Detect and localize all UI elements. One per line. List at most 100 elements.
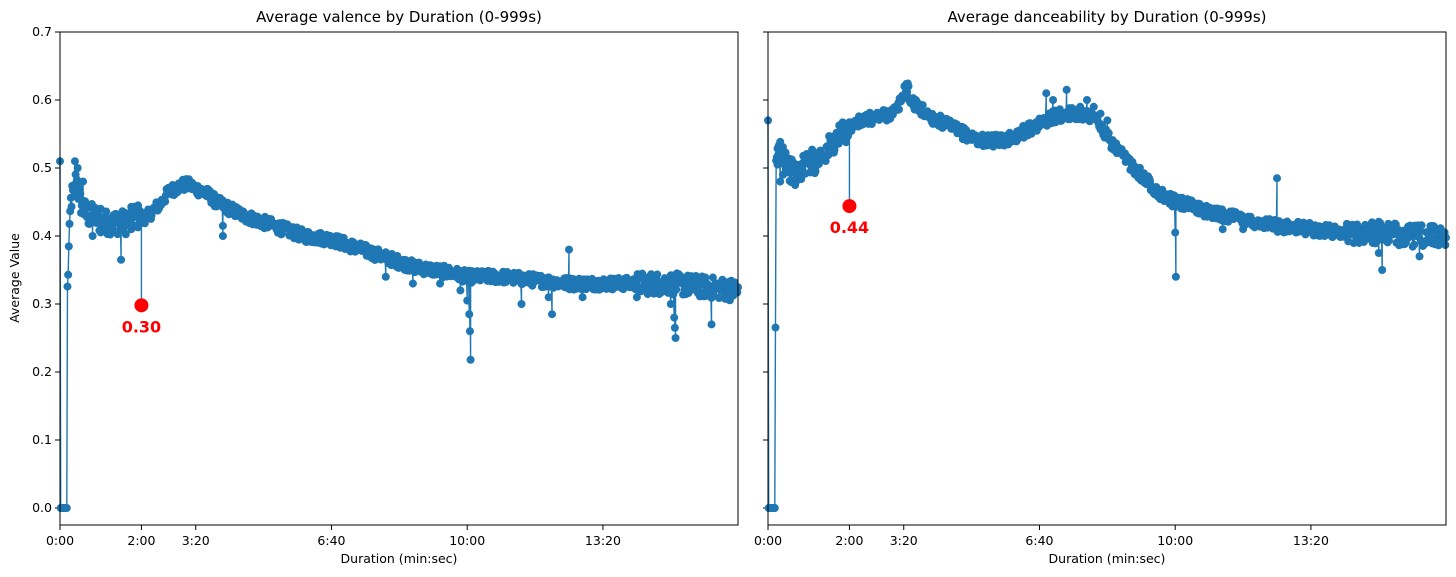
valence-y-tick-label: 0.3 bbox=[32, 296, 52, 311]
danceability-data-point bbox=[1384, 236, 1393, 245]
valence-highlight-point bbox=[134, 298, 149, 313]
valence-data-point bbox=[65, 219, 74, 228]
valence-data-point bbox=[117, 255, 126, 264]
danceability-x-tick-label: 6:40 bbox=[1025, 533, 1053, 548]
danceability-x-tick-label: 10:00 bbox=[1157, 533, 1193, 548]
valence-data-point bbox=[672, 285, 681, 294]
danceability-data-point bbox=[1171, 272, 1180, 281]
valence-data-point bbox=[98, 213, 107, 222]
valence-x-tick-label: 6:40 bbox=[317, 533, 345, 548]
danceability-ticks: 0:00 2:00 3:20 6:40 10:00 13:20 bbox=[754, 31, 1329, 548]
valence-data-point bbox=[544, 293, 553, 302]
valence-y-tick-label: 0.5 bbox=[32, 160, 52, 175]
valence-x-tick-label: 2:00 bbox=[127, 533, 155, 548]
valence-data-point bbox=[381, 272, 390, 281]
danceability-x-tick-label: 3:20 bbox=[890, 533, 918, 548]
valence-data-point bbox=[88, 232, 97, 240]
danceability-data-point bbox=[1410, 240, 1419, 249]
valence-data-point bbox=[408, 279, 417, 288]
valence-y-axis-label: Average Value bbox=[7, 233, 22, 323]
danceability-data-point bbox=[1042, 89, 1051, 98]
valence-data-point bbox=[465, 327, 474, 336]
danceability-data-point bbox=[1374, 249, 1383, 257]
valence-x-tick-label: 10:00 bbox=[449, 533, 485, 548]
danceability-data-point bbox=[894, 105, 903, 114]
danceability-x-tick-label: 2:00 bbox=[835, 533, 863, 548]
danceability-highlight-point bbox=[842, 199, 857, 214]
valence-plot-area: 0.30 bbox=[56, 157, 742, 512]
valence-data-point bbox=[708, 273, 717, 282]
valence-data-point bbox=[76, 189, 85, 198]
valence-data-point bbox=[436, 279, 445, 288]
danceability-data-point bbox=[842, 138, 851, 147]
valence-data-point bbox=[72, 175, 81, 184]
valence-data-point bbox=[670, 313, 679, 322]
valence-data-point bbox=[578, 293, 587, 302]
valence-data-point bbox=[653, 270, 662, 279]
danceability-panel: Average danceability by Duration (0-999s… bbox=[754, 8, 1450, 566]
danceability-data-point bbox=[1096, 109, 1105, 118]
valence-data-point bbox=[666, 300, 675, 308]
danceability-x-axis-label: Duration (min:sec) bbox=[1049, 551, 1166, 566]
valence-data-point bbox=[463, 296, 472, 305]
valence-x-axis-label: Duration (min:sec) bbox=[341, 551, 458, 566]
valence-ticks: 0:00 2:00 3:20 6:40 10:00 13:20 0.0 0.1 0.2 0.3 0.… bbox=[32, 24, 621, 548]
danceability-data-point bbox=[830, 145, 839, 154]
valence-data-point bbox=[73, 164, 82, 172]
danceability-data-point bbox=[781, 148, 790, 157]
danceability-data-point bbox=[1171, 228, 1180, 237]
danceability-data-point bbox=[1049, 96, 1058, 104]
valence-data-point bbox=[670, 323, 679, 332]
danceability-axes-frame bbox=[767, 31, 1447, 526]
valence-data-point bbox=[79, 177, 88, 186]
valence-y-tick-label: 0.1 bbox=[32, 432, 52, 447]
valence-y-tick-label: 0.2 bbox=[32, 364, 52, 379]
danceability-data-point bbox=[1089, 102, 1098, 111]
valence-data-point bbox=[393, 251, 402, 260]
valence-y-tick-label: 0.6 bbox=[32, 92, 52, 107]
valence-series-line bbox=[59, 160, 739, 509]
valence-data-point bbox=[466, 355, 475, 364]
valence-data-point bbox=[465, 310, 474, 319]
danceability-data-point bbox=[918, 101, 927, 110]
valence-data-point bbox=[64, 242, 73, 251]
valence-data-point bbox=[707, 320, 716, 329]
danceability-data-point bbox=[771, 323, 780, 332]
danceability-data-point bbox=[1218, 225, 1227, 234]
valence-data-point bbox=[456, 286, 465, 295]
valence-data-point bbox=[218, 221, 227, 230]
danceability-data-point bbox=[1417, 221, 1426, 230]
valence-x-tick-label: 13:20 bbox=[585, 533, 621, 548]
valence-data-point bbox=[102, 207, 111, 216]
danceability-data-point bbox=[784, 168, 793, 177]
valence-data-point bbox=[632, 293, 641, 302]
valence-y-tick-label: 0.4 bbox=[32, 228, 52, 243]
valence-data-point bbox=[121, 230, 130, 239]
danceability-data-point bbox=[1103, 116, 1112, 125]
danceability-data-point bbox=[1104, 129, 1113, 138]
danceability-data-point bbox=[776, 177, 785, 186]
valence-data-point bbox=[517, 300, 526, 308]
valence-data-point bbox=[701, 273, 710, 282]
valence-data-point bbox=[565, 245, 574, 254]
valence-panel: Average valence by Duration (0-999s) Ave… bbox=[7, 8, 742, 566]
valence-data-point bbox=[113, 230, 122, 239]
valence-data-point bbox=[671, 334, 680, 342]
danceability-x-tick-label: 13:20 bbox=[1293, 533, 1329, 548]
valence-x-tick-label: 3:20 bbox=[182, 533, 210, 548]
valence-x-tick-label: 0:00 bbox=[46, 533, 74, 548]
valence-y-tick-label: 0.0 bbox=[32, 500, 52, 515]
valence-data-point bbox=[64, 270, 73, 279]
valence-data-point bbox=[715, 294, 723, 303]
valence-data-point bbox=[218, 232, 227, 240]
danceability-data-point bbox=[1082, 96, 1091, 104]
danceability-plot-area: 0.44 bbox=[764, 79, 1450, 512]
danceability-x-tick-label: 0:00 bbox=[754, 533, 782, 548]
danceability-data-point bbox=[770, 504, 779, 512]
danceability-data-point bbox=[1062, 85, 1071, 94]
danceability-title: Average danceability by Duration (0-999s… bbox=[948, 8, 1267, 26]
valence-title: Average valence by Duration (0-999s) bbox=[256, 8, 542, 26]
danceability-data-point bbox=[904, 82, 913, 91]
danceability-data-point bbox=[1273, 174, 1282, 183]
